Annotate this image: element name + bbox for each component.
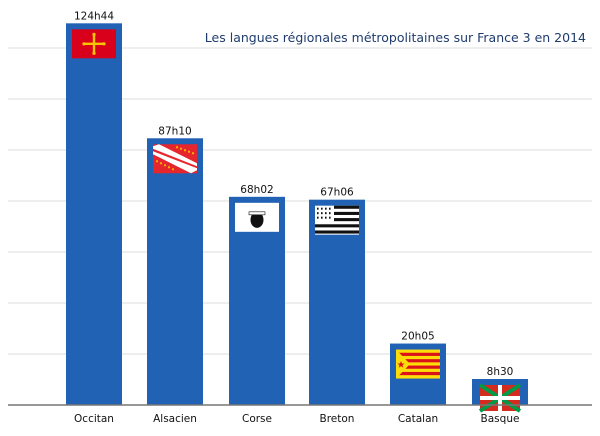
value-label: 20h05: [401, 331, 434, 343]
bar-alsacien: [147, 138, 203, 405]
value-label: 67h06: [320, 187, 354, 199]
value-label: 8h30: [487, 366, 514, 378]
value-label: 68h02: [240, 184, 273, 196]
catalonia-flag-icon: [396, 349, 440, 379]
chart-title: Les langues régionales métropolitaines s…: [205, 30, 586, 45]
value-label: 124h44: [74, 10, 114, 22]
bars: [66, 23, 528, 413]
category-label: Breton: [320, 413, 355, 425]
brittany-flag-icon: [315, 205, 359, 235]
value-label: 87h10: [158, 125, 191, 137]
corsica-flag-icon: [235, 202, 279, 232]
category-label: Occitan: [74, 413, 114, 425]
occitan-flag-icon: [72, 29, 116, 59]
basque-flag-icon: [478, 383, 522, 413]
bar-occitan: [66, 23, 122, 406]
category-label: Alsacien: [153, 413, 197, 425]
category-label: Corse: [242, 413, 272, 425]
labels: 124h44 Occitan 87h10 Alsacien 68h02 Corse 67h0…: [74, 10, 519, 425]
category-label: Catalan: [398, 413, 438, 425]
category-label: Basque: [481, 413, 520, 425]
alsace-flag-icon: [153, 144, 197, 174]
